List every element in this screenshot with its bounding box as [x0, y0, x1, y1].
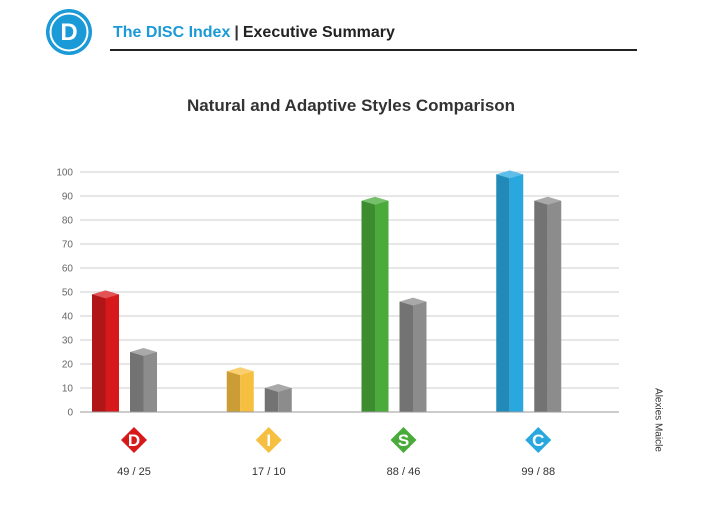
natural-bar-c: [496, 170, 524, 412]
y-tick-label: 30: [62, 336, 74, 347]
y-tick-label: 0: [67, 408, 73, 419]
section-title: Executive Summary: [242, 24, 395, 41]
value-label: 88 / 46: [387, 466, 421, 478]
value-label: 99 / 88: [521, 466, 555, 478]
y-tick-label: 10: [62, 384, 74, 395]
chart-title: Natural and Adaptive Styles Comparison: [186, 96, 516, 115]
y-tick-label: 90: [62, 192, 74, 203]
adaptive-bar-c: [534, 196, 562, 412]
y-tick-label: 100: [56, 168, 73, 179]
natural-bar-s: [361, 196, 389, 412]
y-tick-label: 40: [62, 312, 74, 323]
category-diamond-c: [525, 427, 552, 453]
brand-title: The DISC Index | Executive Summary: [113, 23, 395, 43]
disc-logo-icon: D: [46, 9, 92, 55]
y-tick-label: 50: [62, 288, 74, 299]
y-tick-label: 60: [62, 264, 74, 275]
category-label: C: [532, 431, 544, 450]
adaptive-bar-i: [264, 384, 292, 412]
side-person-name: Alexies Maicle: [652, 388, 664, 452]
category-diamond-d: [121, 427, 147, 453]
adaptive-bar-s: [399, 297, 427, 412]
category-label: I: [266, 431, 271, 450]
category-diamond-s: [390, 427, 417, 453]
brand-separator: |: [234, 24, 239, 41]
adaptive-bar-d: [130, 348, 157, 412]
brand-name: The DISC Index: [113, 24, 231, 41]
logo-letter: D: [60, 19, 77, 46]
natural-bar-i: [226, 367, 254, 412]
category-label: D: [128, 431, 140, 450]
header-rule: [110, 49, 637, 51]
category-diamond-i: [255, 427, 282, 453]
page-header: D The DISC Index | Executive Summary: [45, 8, 637, 56]
value-label: 49 / 25: [117, 466, 151, 478]
natural-bar-d: [92, 290, 119, 412]
y-tick-label: 20: [62, 360, 74, 371]
y-tick-label: 80: [62, 216, 74, 227]
value-label: 17 / 10: [252, 466, 286, 478]
y-tick-label: 70: [62, 240, 74, 251]
category-label: S: [398, 431, 409, 450]
